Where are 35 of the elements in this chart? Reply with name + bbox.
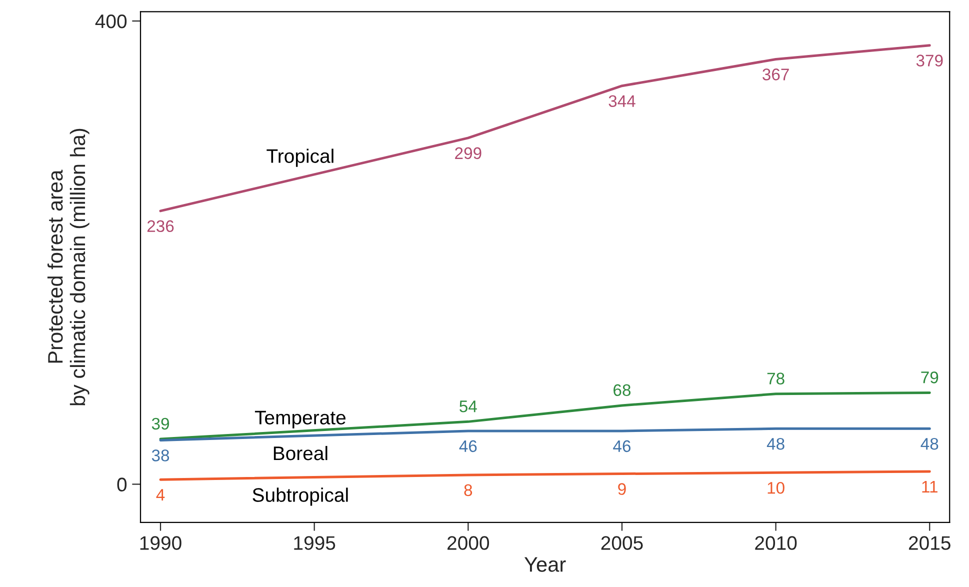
x-tick-label: 2015 bbox=[908, 536, 950, 550]
data-label: 79 bbox=[921, 372, 938, 384]
x-tick-label: 2010 bbox=[755, 536, 797, 550]
data-label: 78 bbox=[767, 372, 784, 384]
y-axis-title: Protected forest area by climatic domain (million ha) bbox=[47, 128, 90, 406]
x-tick-label: 1995 bbox=[294, 536, 336, 550]
data-label: 8 bbox=[464, 484, 472, 496]
data-label: 9 bbox=[618, 483, 626, 495]
y-tick-label: 0 bbox=[117, 478, 127, 492]
data-label: 54 bbox=[460, 400, 477, 412]
x-tick-label: 1990 bbox=[140, 536, 182, 550]
data-label: 48 bbox=[920, 438, 938, 450]
data-label: 46 bbox=[459, 440, 477, 452]
data-label: 379 bbox=[916, 54, 943, 66]
data-label: 10 bbox=[768, 482, 784, 494]
data-label: 39 bbox=[152, 418, 169, 430]
data-label: 11 bbox=[922, 480, 938, 492]
series-label: Tropical bbox=[266, 148, 334, 167]
data-label: 367 bbox=[762, 68, 789, 80]
x-tick-label: 2000 bbox=[448, 536, 490, 550]
data-label: 299 bbox=[455, 147, 482, 160]
line-series bbox=[159, 470, 931, 481]
data-label: 4 bbox=[156, 489, 165, 501]
x-tick-label: 2005 bbox=[601, 536, 643, 550]
data-label: 344 bbox=[608, 95, 636, 107]
series-label: Temperate bbox=[254, 410, 346, 428]
data-label: 68 bbox=[614, 384, 631, 396]
data-label: 46 bbox=[613, 440, 631, 452]
y-tick-label: 400 bbox=[95, 14, 127, 28]
data-label: 48 bbox=[766, 438, 784, 450]
x-axis-title: Year bbox=[524, 557, 566, 572]
data-label: 236 bbox=[147, 220, 174, 232]
data-label: 38 bbox=[152, 450, 170, 462]
series-label: Boreal bbox=[274, 446, 328, 460]
series-label: Subtropical bbox=[252, 488, 348, 506]
